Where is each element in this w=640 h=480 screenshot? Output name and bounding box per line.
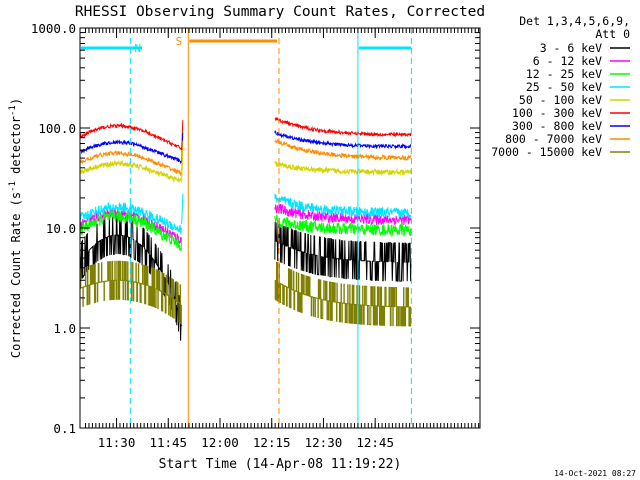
- series-6-segment-2: [274, 116, 412, 138]
- x-tick-label-1: 11:30: [98, 435, 136, 450]
- y-axis-label-end: ): [9, 98, 23, 105]
- series-8-segment-2: [274, 138, 412, 162]
- y-tick-label-1: 0.1: [53, 421, 76, 436]
- y-tick-label-3: 10.0: [46, 221, 76, 236]
- y-axis-label-main: Corrected Count Rate (s: [9, 192, 23, 358]
- legend-header-line-2: Att 0: [595, 27, 630, 41]
- flare-spike-line-5: [181, 193, 184, 224]
- series-2-segment-2: [274, 203, 412, 226]
- series-8: [79, 138, 412, 177]
- series-9-segment-1: [79, 260, 182, 324]
- legend-label-8: 800 - 7000 keV: [505, 132, 602, 146]
- x-axis-label: Start Time (14-Apr-08 11:19:22): [159, 457, 402, 472]
- legend-header-line-1: Det 1,3,4,5,6,9,: [519, 14, 630, 28]
- y-tick-label-5: 1000.0: [31, 21, 76, 36]
- marker-1-label: N: [134, 42, 141, 55]
- series-4-segment-1: [79, 201, 182, 235]
- flare-spike: [181, 120, 184, 224]
- axes-layer: 0.1 1.0 10.0 100.0 1000.0 11:30 11:45 12:00 12:1…: [31, 21, 480, 450]
- x-tick-label-6: 12:45: [356, 435, 394, 450]
- chart-title: RHESSI Observing Summary Count Rates, Co…: [75, 4, 485, 20]
- marker-night-2: [357, 28, 412, 428]
- marker-saa-3: S: [176, 28, 280, 428]
- series-6: [79, 116, 412, 151]
- y-axis-label: Corrected Count Rate (s-1 detector-1): [8, 98, 23, 358]
- legend-label-3: 12 - 25 keV: [526, 67, 602, 81]
- series-6-segment-1: [79, 122, 182, 151]
- x-tick-label-2: 11:45: [149, 435, 187, 450]
- series-5: [79, 159, 412, 183]
- y-axis-label-sup1: -1: [8, 181, 18, 192]
- series-7-segment-2: [274, 129, 412, 150]
- legend-label-9: 7000 - 15000 keV: [491, 145, 602, 159]
- y-tick-label-4: 100.0: [38, 121, 76, 136]
- legend-label-6: 100 - 300 keV: [512, 106, 602, 120]
- y-tick-label-2: 1.0: [53, 321, 76, 336]
- marker-3-label: S: [176, 35, 183, 48]
- series-9-segment-2: [274, 261, 412, 327]
- x-tick-label-5: 12:30: [305, 435, 343, 450]
- series-4: [79, 194, 412, 235]
- flare-spike-line-4: [181, 150, 184, 181]
- series-3-segment-1: [79, 210, 182, 252]
- legend-label-5: 50 - 100 keV: [519, 93, 602, 107]
- x-tick-label-3: 12:00: [201, 435, 239, 450]
- legend-label-1: 3 - 6 keV: [540, 41, 602, 55]
- series-3-segment-2: [274, 214, 412, 238]
- legend-label-7: 300 - 800 keV: [512, 119, 602, 133]
- series-5-segment-2: [274, 160, 412, 177]
- series-9: [79, 260, 412, 327]
- footer-date: 14-Oct-2021 08:27: [554, 469, 636, 478]
- y-axis-label-mid: detector: [9, 116, 23, 181]
- legend-label-4: 25 - 50 keV: [526, 80, 602, 94]
- legend-label-2: 6 - 12 keV: [533, 54, 602, 68]
- x-tick-label-4: 12:15: [253, 435, 291, 450]
- series-8-segment-1: [79, 150, 182, 177]
- series-1-segment-2: [274, 221, 412, 282]
- data-layer: [79, 116, 412, 341]
- series-4-segment-2: [274, 194, 412, 220]
- series-5-segment-1: [79, 159, 182, 183]
- series-3: [79, 210, 412, 252]
- y-axis-label-sup2: -1: [8, 105, 18, 116]
